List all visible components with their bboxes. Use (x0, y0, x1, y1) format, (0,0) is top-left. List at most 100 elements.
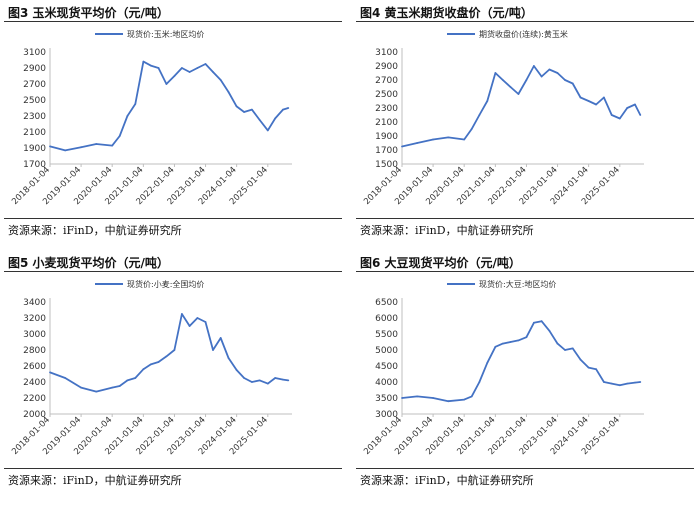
y-tick-label: 1700 (375, 146, 398, 156)
data-point (212, 71, 214, 73)
y-tick-label: 3000 (375, 410, 398, 420)
data-point (134, 377, 137, 379)
data-point (80, 386, 82, 389)
data-point (463, 398, 466, 401)
source-rule (4, 468, 342, 469)
data-point (501, 342, 504, 345)
chart-panel-corn-spot: 图3 玉米现货平均价（元/吨） 现货价:玉米:地区均价 1700 1900 2100 2… (4, 4, 344, 254)
data-point (287, 107, 290, 109)
data-point (416, 395, 419, 398)
title-rule (356, 21, 694, 22)
data-point (548, 68, 551, 71)
data-point (509, 86, 512, 88)
data-point (525, 79, 528, 81)
chart-svg: 期货收盘价(连续):黄玉米 1500 1700 1900 2100 2300 2500 270… (362, 29, 644, 207)
data-point (525, 336, 528, 339)
series-line (401, 320, 641, 403)
data-point (509, 341, 512, 343)
y-tick-label: 1900 (375, 132, 398, 142)
data-point (126, 115, 129, 117)
data-point (610, 382, 613, 385)
y-tick-label: 1900 (23, 144, 46, 154)
chart-panel-wheat-spot: 图5 小麦现货平均价（元/吨） 现货价:小麦:全国均价 2000 2200 2400 2… (4, 254, 344, 504)
data-point (401, 145, 403, 148)
data-point (204, 321, 207, 323)
data-point (173, 349, 176, 351)
y-tick-label: 6500 (375, 298, 398, 308)
source-rule (356, 468, 694, 469)
data-point (432, 397, 434, 399)
data-point (634, 103, 636, 106)
data-point (165, 355, 168, 358)
chart-title: 图5 小麦现货平均价（元/吨） (8, 256, 169, 270)
data-point (556, 342, 559, 345)
data-point (501, 79, 504, 81)
y-tick-label: 6000 (375, 314, 398, 324)
data-point (266, 382, 269, 385)
data-point (196, 317, 199, 319)
source-rule (4, 218, 342, 219)
legend-label: 期货收盘价(连续):黄玉米 (479, 29, 568, 39)
data-point (243, 111, 246, 113)
data-point (157, 361, 160, 363)
data-point (274, 377, 277, 379)
data-point (618, 117, 621, 120)
data-point (470, 128, 473, 130)
data-point (95, 143, 98, 145)
chart-source: 资源来源：iFinD，中航证券研究所 (8, 224, 182, 237)
data-point (227, 91, 230, 93)
data-point (287, 379, 290, 382)
data-point (579, 96, 582, 99)
data-point (64, 377, 67, 379)
data-point (243, 377, 246, 379)
data-point (494, 345, 497, 348)
chart-svg: 现货价:小麦:全国均价 2000 2200 2400 2600 2800 3000 3200 3… (10, 279, 292, 457)
data-point (49, 145, 51, 148)
data-point (470, 395, 473, 398)
data-point (173, 75, 176, 77)
data-point (235, 369, 238, 371)
chart-legend: 现货价:小麦:全国均价 (95, 279, 204, 289)
data-point (204, 63, 207, 65)
data-point (251, 381, 253, 383)
chart-legend: 现货价:玉米:地区均价 (95, 29, 204, 39)
y-tick-label: 3400 (23, 298, 46, 308)
y-tick-label: 5500 (375, 330, 398, 340)
data-point (196, 67, 199, 69)
chart-svg: 现货价:玉米:地区均价 1700 1900 2100 2300 2500 2700 2900 3… (10, 29, 292, 207)
data-point (571, 82, 574, 85)
data-point (587, 100, 590, 102)
data-point (416, 142, 419, 144)
y-tick-label: 1700 (23, 160, 46, 170)
data-point (258, 119, 261, 121)
title-rule (356, 271, 694, 272)
y-tick-label: 3500 (375, 394, 398, 404)
data-point (603, 96, 605, 99)
y-tick-label: 3200 (23, 314, 46, 324)
y-tick-label: 2600 (23, 362, 46, 372)
data-point (49, 371, 51, 374)
y-tick-label: 2900 (375, 62, 398, 72)
data-point (494, 72, 497, 74)
data-point (533, 65, 535, 67)
data-point (142, 368, 145, 371)
data-point (274, 117, 277, 120)
data-point (165, 83, 168, 85)
data-point (517, 93, 520, 95)
chart-title: 图6 大豆现货平均价（元/吨） (360, 256, 521, 270)
data-point (579, 358, 582, 361)
y-tick-label: 2100 (23, 128, 46, 138)
y-tick-label: 2000 (23, 410, 46, 420)
series-line (49, 60, 289, 152)
data-point (266, 129, 269, 132)
data-point (564, 79, 566, 81)
data-point (157, 67, 160, 69)
data-point (533, 321, 535, 324)
data-point (639, 114, 642, 116)
y-tick-label: 2700 (375, 76, 398, 86)
chart-source: 资源来源：iFinD，中航证券研究所 (8, 474, 182, 487)
y-tick-label: 5000 (375, 346, 398, 356)
chart-panel-corn-futures: 图4 黄玉米期货收盘价（元/吨） 期货收盘价(连续):黄玉米 1500 1700 19… (356, 4, 696, 254)
data-point (80, 146, 82, 149)
data-point (188, 325, 191, 327)
